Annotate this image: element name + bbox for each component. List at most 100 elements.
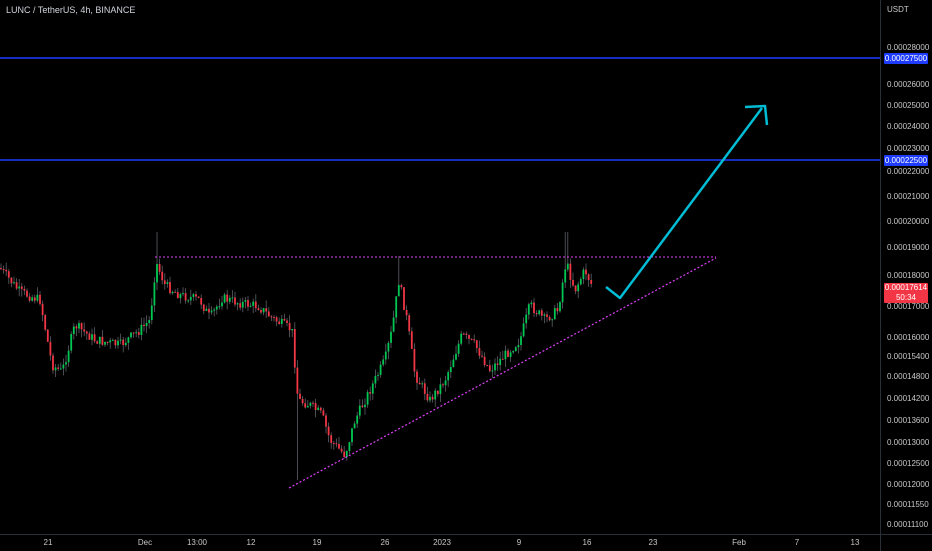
candle-body bbox=[356, 415, 359, 424]
candle-body bbox=[335, 443, 338, 445]
candle-body bbox=[369, 392, 372, 394]
candle-body bbox=[374, 375, 377, 384]
candle-body bbox=[20, 286, 23, 289]
candle-group bbox=[0, 232, 593, 480]
candle-body bbox=[434, 390, 437, 400]
candle-body bbox=[384, 351, 387, 360]
time-tick: 13:00 bbox=[186, 538, 208, 547]
candle-body bbox=[418, 382, 421, 385]
price-tick: 0.00026000 bbox=[887, 80, 930, 89]
candle-body bbox=[470, 338, 473, 340]
candle-body bbox=[13, 282, 15, 284]
time-tick: 21 bbox=[43, 538, 53, 547]
candle-body bbox=[228, 297, 231, 302]
candle-body bbox=[400, 285, 403, 288]
candle-body bbox=[444, 380, 447, 386]
candle-body bbox=[403, 287, 405, 310]
candle-body bbox=[512, 351, 515, 353]
candle-body bbox=[221, 302, 223, 307]
price-tick: 0.00012000 bbox=[887, 480, 930, 489]
price-tick: 0.00016000 bbox=[887, 333, 930, 342]
candle-body bbox=[132, 332, 135, 334]
candle-body bbox=[340, 448, 343, 452]
candle-body bbox=[143, 324, 145, 326]
candle-body bbox=[223, 294, 226, 303]
candle-body bbox=[49, 341, 52, 356]
candle-body bbox=[117, 340, 119, 346]
candle-body bbox=[520, 336, 522, 345]
candle-body bbox=[312, 402, 314, 404]
candle-body bbox=[590, 280, 593, 284]
price-tick: 0.00015400 bbox=[887, 352, 930, 361]
support-trend-line[interactable] bbox=[288, 257, 717, 489]
candle-body bbox=[395, 296, 398, 318]
candle-body bbox=[210, 310, 213, 313]
candle-body bbox=[241, 301, 244, 308]
candle-body bbox=[202, 304, 205, 311]
candle-body bbox=[540, 310, 543, 316]
candle-body bbox=[569, 263, 572, 280]
candle-body bbox=[278, 321, 281, 324]
candle-body bbox=[587, 274, 590, 280]
candle-body bbox=[247, 300, 249, 307]
candle-body bbox=[18, 286, 21, 289]
candle-body bbox=[189, 296, 192, 301]
time-axis[interactable]: 21 Dec 13:00 12 19 26 2023 9 16 23 Feb 7… bbox=[0, 534, 880, 551]
candle-body bbox=[161, 271, 164, 281]
candle-body bbox=[533, 302, 535, 313]
candle-body bbox=[421, 383, 424, 385]
candle-body bbox=[265, 308, 268, 312]
projection-arrow[interactable] bbox=[605, 107, 764, 300]
price-tick: 0.00022000 bbox=[887, 167, 930, 176]
candle-body bbox=[195, 294, 197, 297]
candle-body bbox=[426, 393, 429, 401]
candle-body bbox=[499, 358, 502, 365]
price-tick: 0.00021000 bbox=[887, 192, 930, 201]
candle-body bbox=[174, 291, 177, 293]
candle-body bbox=[465, 333, 468, 335]
price-tick: 0.00011100 bbox=[887, 520, 929, 529]
price-tick: 0.00028000 bbox=[887, 43, 930, 52]
candle-body bbox=[57, 367, 60, 369]
candle-body bbox=[291, 329, 294, 331]
candle-body bbox=[239, 303, 242, 308]
candle-body bbox=[457, 343, 460, 354]
candle-body bbox=[150, 305, 153, 320]
candle-body bbox=[517, 345, 520, 348]
price-tick: 0.00019000 bbox=[887, 243, 930, 252]
candle-body bbox=[67, 350, 70, 363]
candle-body bbox=[556, 308, 559, 312]
candle-body bbox=[579, 279, 582, 285]
price-axis[interactable]: USDT 0.00028000 0.00027500 0.00026000 0.… bbox=[880, 0, 932, 534]
candle-body bbox=[236, 303, 239, 305]
candle-body bbox=[171, 291, 174, 294]
candle-body bbox=[145, 323, 148, 326]
candle-body bbox=[351, 428, 353, 443]
candle-body bbox=[314, 403, 317, 410]
candle-body bbox=[379, 364, 382, 375]
price-tick: 0.00025000 bbox=[887, 101, 930, 110]
candle-body bbox=[475, 340, 478, 349]
candlestick-chart[interactable] bbox=[0, 0, 880, 534]
candle-body bbox=[327, 426, 330, 436]
candle-body bbox=[234, 297, 236, 305]
candle-body bbox=[158, 264, 161, 272]
candle-body bbox=[535, 313, 538, 315]
candle-body bbox=[473, 339, 476, 341]
candle-body bbox=[231, 297, 234, 299]
candle-body bbox=[548, 317, 551, 321]
candle-body bbox=[460, 333, 463, 344]
candle-body bbox=[416, 371, 418, 383]
symbol-title[interactable]: LUNC / TetherUS, 4h, BINANCE bbox=[6, 5, 136, 15]
current-price-badge: 0.00017614 50:34 bbox=[884, 283, 928, 303]
candle-body bbox=[306, 405, 309, 408]
candle-body bbox=[496, 363, 499, 365]
candle-body bbox=[527, 304, 530, 315]
candle-body bbox=[546, 314, 548, 317]
candle-body bbox=[488, 365, 491, 372]
price-tick: 0.00014800 bbox=[887, 372, 930, 381]
candle-body bbox=[208, 308, 210, 313]
candle-body bbox=[122, 339, 125, 345]
candle-body bbox=[163, 280, 166, 284]
